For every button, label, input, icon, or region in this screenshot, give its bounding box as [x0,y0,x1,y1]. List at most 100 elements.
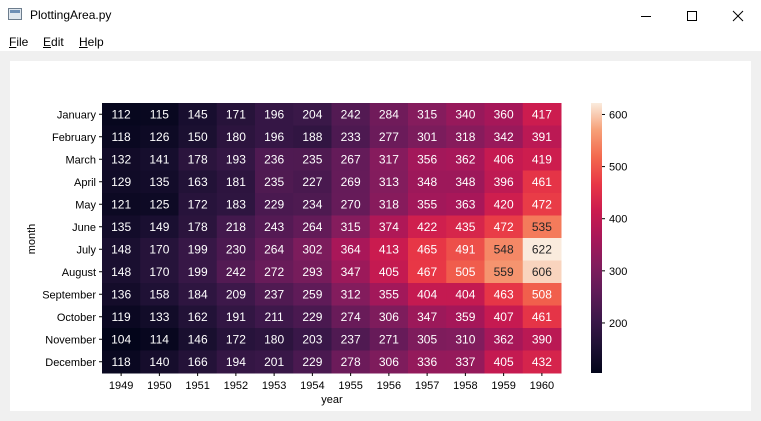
cell-value-label: 508 [532,287,552,301]
heatmap-cell [140,103,179,126]
heatmap-cell [446,148,485,171]
heatmap-cell [178,305,218,329]
heatmap-cell [102,305,141,329]
heatmap-cell [140,215,179,239]
heatmap-cell [522,283,562,306]
cell-value-label: 132 [111,152,131,166]
heatmap-cell [446,305,485,329]
heatmap-cell [484,350,524,374]
menu-edit[interactable]: Edit [43,35,64,49]
cell-value-label: 407 [494,310,514,324]
cell-value-label: 374 [379,220,399,234]
heatmap-cell [369,328,409,351]
menu-help[interactable]: Help [79,35,104,49]
heatmap-cell [484,238,524,261]
heatmap-cell [446,170,485,194]
heatmap-cell [522,350,562,374]
heatmap-cell [522,148,562,171]
heatmap-chart: 112 115 145 171 196 204 242 284 315 340 360 417 118 1… [26,103,627,406]
cell-value-label: 391 [532,130,552,144]
x-tick-label: 1951 [185,380,209,392]
cell-value-label: 364 [341,242,361,256]
heatmap-cell [102,103,141,126]
heatmap-cell [293,238,332,261]
cell-value-label: 267 [341,152,361,166]
heatmap-cell [255,283,294,306]
heatmap-cell [522,238,562,261]
menu-file[interactable]: File [9,35,29,49]
cell-value-label: 362 [494,332,514,346]
x-tick-label: 1955 [338,380,362,392]
heatmap-cell [293,328,332,351]
cell-value-label: 535 [532,220,552,234]
cell-value-label: 463 [494,287,514,301]
cell-value-label: 150 [188,130,208,144]
cell-value-label: 242 [341,107,361,121]
heatmap-cell [484,305,524,329]
maximize-icon [687,10,697,21]
cell-value-label: 363 [455,197,475,211]
cell-value-label: 171 [226,107,246,121]
cell-value-label: 293 [302,265,322,279]
cell-value-label: 172 [188,197,208,211]
cell-value-label: 125 [149,197,169,211]
heatmap-cell [216,260,256,284]
heatmap-cell [522,125,562,149]
cell-value-label: 310 [455,332,475,346]
cell-value-label: 337 [455,355,475,369]
cell-value-label: 233 [341,130,361,144]
x-tick-label: 1949 [109,380,133,392]
heatmap-cell [255,170,294,194]
cell-value-label: 199 [188,265,208,279]
heatmap-cell [216,215,256,239]
heatmap-cell [408,305,447,329]
cell-value-label: 413 [379,242,399,256]
heatmap-cell [369,193,409,216]
heatmap-cell [331,125,371,149]
cell-value-label: 270 [341,197,361,211]
heatmap-cell [408,238,447,261]
heatmap-cell [446,283,485,306]
heatmap-cell [216,103,256,126]
heatmap-cell [369,148,409,171]
heatmap-cell [255,350,294,374]
cell-value-label: 405 [379,265,399,279]
cell-value-label: 184 [188,287,208,301]
maximize-button[interactable] [669,0,715,31]
cell-value-label: 118 [112,130,131,144]
cell-value-label: 227 [302,175,322,189]
heatmap-cell [484,215,524,239]
cell-value-label: 196 [264,107,284,121]
heatmap-cell [216,350,256,374]
cell-value-label: 505 [455,265,475,279]
cell-value-label: 355 [379,287,399,301]
heatmap-cell [293,148,332,171]
heatmap-cell [331,103,371,126]
heatmap-cell [102,350,141,374]
cell-value-label: 229 [264,197,284,211]
heatmap-cell [408,350,447,374]
cell-value-label: 178 [188,220,208,234]
minimize-button[interactable] [623,0,669,31]
cell-value-label: 405 [494,355,514,369]
y-tick-label: February [52,132,97,144]
heatmap-cell [369,305,409,329]
cell-value-label: 348 [417,175,437,189]
heatmap-cell [408,328,447,351]
cell-value-label: 467 [417,265,437,279]
cell-value-label: 180 [264,332,284,346]
cell-value-label: 461 [532,175,552,189]
cell-value-label: 237 [264,287,284,301]
cell-value-label: 146 [188,332,208,346]
heatmap-cell [255,238,294,261]
x-tick-label: 1959 [491,380,515,392]
cell-value-label: 277 [379,130,399,144]
heatmap-cell [484,148,524,171]
heatmap-cell [369,103,409,126]
y-tick-label: July [76,244,96,256]
heatmap-cell [140,148,179,171]
close-button[interactable] [715,0,761,31]
cell-value-label: 356 [417,152,437,166]
cell-value-label: 360 [494,107,514,121]
cell-value-label: 417 [532,107,552,121]
